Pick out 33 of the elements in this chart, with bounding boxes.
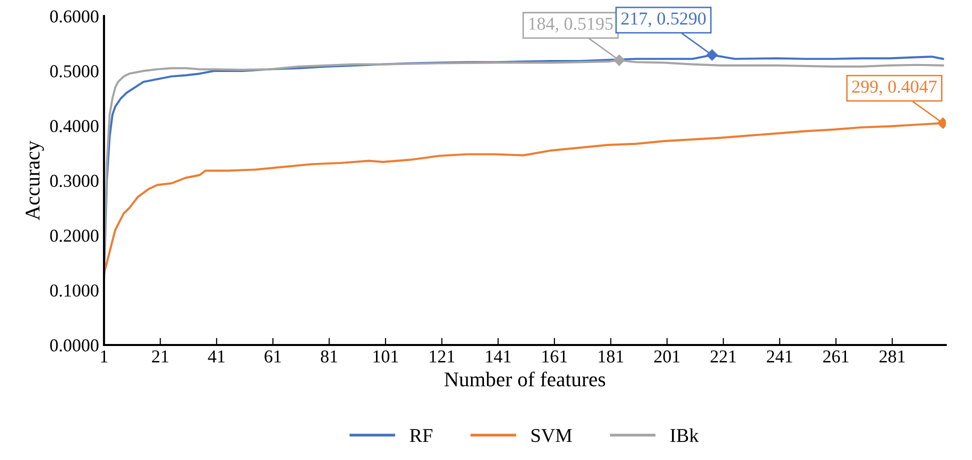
x-tick-label: 241 bbox=[766, 350, 792, 362]
y-tick-label: 0.1000 bbox=[50, 284, 98, 297]
x-tick-label: 161 bbox=[542, 350, 567, 363]
x-tick-label: 1 bbox=[101, 350, 108, 362]
y-axis-title: Accuracy bbox=[26, 140, 44, 220]
x-tick-label: 121 bbox=[430, 350, 454, 362]
point bbox=[614, 54, 625, 66]
y-tick-label: 0.2000 bbox=[50, 230, 98, 242]
x-tick-label: 81 bbox=[320, 350, 338, 363]
x-tick-label: 141 bbox=[486, 350, 511, 362]
y-tick-label: 0.5000 bbox=[50, 65, 98, 78]
annotation: 217, 0.5290 bbox=[621, 12, 706, 28]
x-axis-title: Number of features bbox=[444, 372, 606, 386]
x-tick-label: 61 bbox=[264, 350, 281, 363]
x-tick-label: 21 bbox=[152, 350, 168, 362]
x-tick-label: 101 bbox=[374, 350, 398, 363]
x-tick-label: 201 bbox=[654, 350, 680, 363]
legend-label: RF bbox=[410, 429, 432, 442]
legend-label: SVM bbox=[532, 429, 572, 442]
y-tick-label: 0.3000 bbox=[50, 174, 98, 188]
x-tick-label: 221 bbox=[710, 350, 736, 362]
x-tick-label: 281 bbox=[880, 350, 905, 363]
x-tick-label: 41 bbox=[208, 350, 225, 362]
annotation: 184, 0.5195 bbox=[529, 18, 613, 32]
y-tick-label: 0.0000 bbox=[50, 339, 98, 352]
legend-label: IBk bbox=[670, 428, 699, 442]
x-tick-label: 261 bbox=[823, 350, 848, 363]
point bbox=[937, 118, 946, 129]
annotation: 299, 0.4047 bbox=[852, 80, 937, 96]
x-tick-label: 181 bbox=[598, 350, 624, 363]
y-tick-label: 0.6000 bbox=[50, 10, 98, 23]
point bbox=[706, 49, 718, 61]
y-tick-label: 0.4000 bbox=[50, 120, 98, 132]
